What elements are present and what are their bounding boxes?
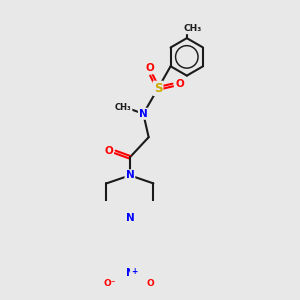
Text: O: O <box>104 146 113 156</box>
Text: N: N <box>139 109 148 119</box>
Text: N: N <box>125 213 134 223</box>
Text: N: N <box>125 268 134 278</box>
Text: O: O <box>146 63 154 73</box>
Text: O: O <box>146 279 154 288</box>
Text: S: S <box>154 82 162 95</box>
Text: O⁻: O⁻ <box>103 279 116 288</box>
Text: CH₃: CH₃ <box>183 24 201 33</box>
Text: N: N <box>125 170 134 180</box>
Text: O: O <box>175 79 184 89</box>
Text: +: + <box>131 267 137 276</box>
Text: CH₃: CH₃ <box>115 103 131 112</box>
